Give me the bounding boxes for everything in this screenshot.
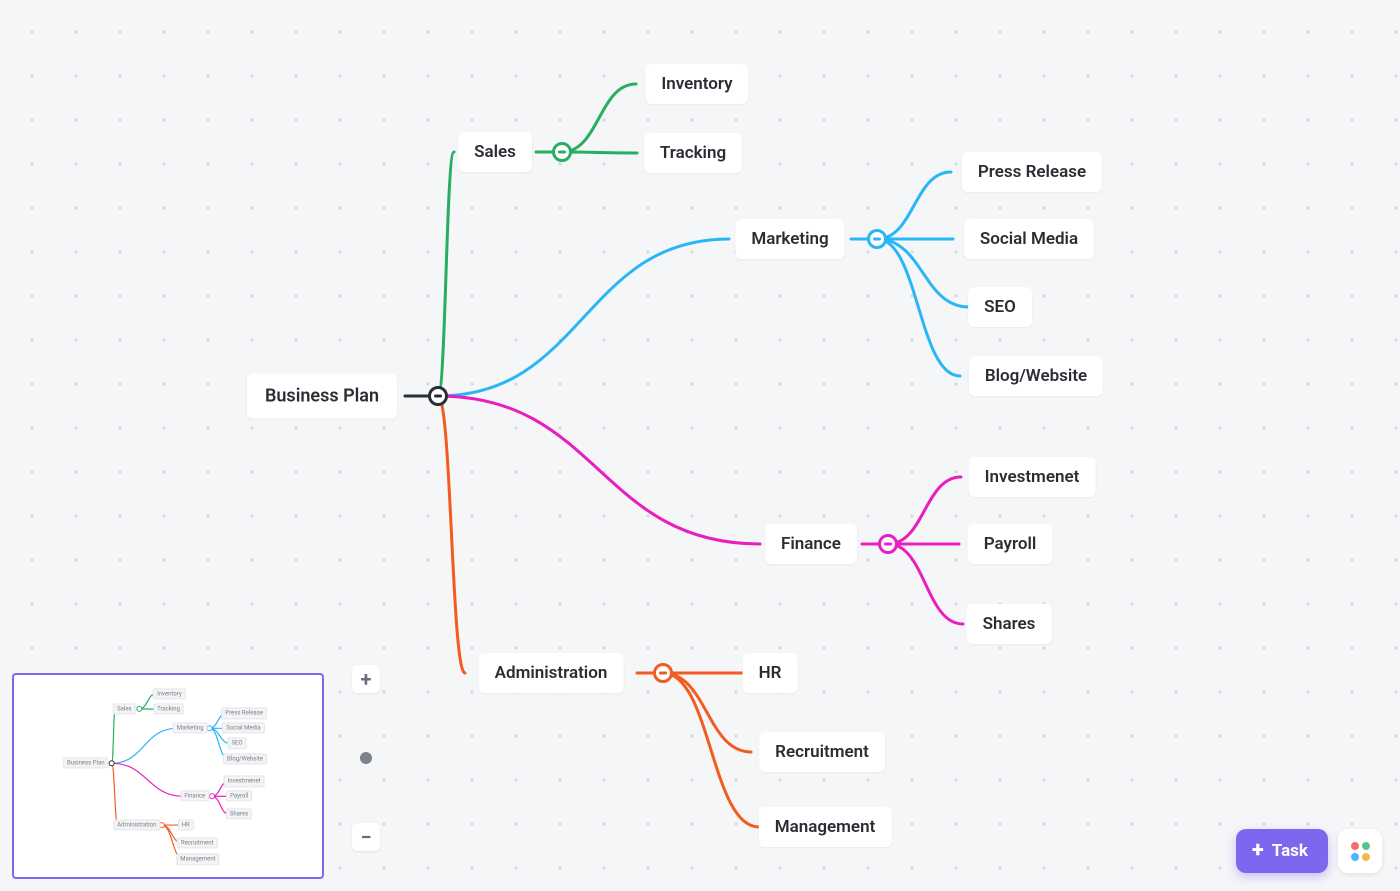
minimap-node: Tracking — [153, 704, 184, 715]
mindmap-node[interactable]: Tracking — [644, 133, 742, 173]
zoom-controls: + − — [349, 665, 383, 851]
minimap-node: Blog/Website — [223, 753, 267, 764]
mindmap-node[interactable]: Shares — [967, 604, 1052, 644]
collapse-toggle[interactable] — [867, 229, 887, 249]
collapse-toggle-root[interactable] — [428, 386, 448, 406]
collapse-toggle[interactable] — [552, 142, 572, 162]
mindmap-node[interactable]: Investmenet — [969, 457, 1096, 497]
mindmap-node[interactable]: Press Release — [962, 152, 1102, 192]
collapse-toggle[interactable] — [653, 663, 673, 683]
mindmap-node[interactable]: Social Media — [964, 219, 1094, 259]
minimap-node: Finance — [180, 791, 209, 802]
mindmap-node[interactable]: Inventory — [645, 64, 748, 104]
minimap-node: Recruitment — [177, 837, 218, 848]
zoom-slider-track[interactable] — [364, 699, 368, 817]
apps-button[interactable] — [1338, 829, 1382, 873]
zoom-slider-thumb[interactable] — [360, 752, 372, 764]
minimap-node: SEO — [227, 738, 246, 749]
minus-icon: − — [360, 825, 371, 849]
plus-icon: + — [361, 667, 372, 691]
minimap-node: Business Plan — [63, 758, 109, 769]
mindmap-node[interactable]: Administration — [479, 653, 624, 693]
mindmap-node[interactable]: Blog/Website — [969, 356, 1103, 396]
minimap-node: Investmenet — [224, 776, 265, 787]
mindmap-node[interactable]: Management — [759, 807, 892, 847]
collapse-toggle[interactable] — [878, 534, 898, 554]
zoom-in-button[interactable]: + — [352, 665, 380, 693]
zoom-out-button[interactable]: − — [352, 823, 380, 851]
minimap-node: Press Release — [221, 708, 267, 719]
minimap-node: Marketing — [173, 723, 208, 734]
mindmap-node[interactable]: SEO — [968, 287, 1032, 327]
mindmap-node[interactable]: Recruitment — [759, 732, 885, 772]
minimap-node: Inventory — [153, 688, 186, 699]
apps-icon — [1351, 842, 1370, 861]
mindmap-node[interactable]: Business Plan — [247, 374, 397, 419]
mindmap-node[interactable]: Payroll — [968, 524, 1053, 564]
mindmap-node[interactable]: Sales — [458, 132, 532, 172]
minimap-node: Shares — [226, 809, 252, 820]
mindmap-node[interactable]: Marketing — [735, 219, 844, 259]
task-button-label: Task — [1272, 841, 1308, 861]
mindmap-node[interactable]: HR — [743, 653, 798, 693]
minimap-node: Management — [176, 854, 219, 865]
minimap-node: Payroll — [226, 791, 252, 802]
new-task-button[interactable]: + Task — [1236, 829, 1328, 873]
mindmap-node[interactable]: Finance — [765, 524, 857, 564]
minimap[interactable]: Business Plan Sales Inventory Tracking Marke… — [12, 673, 324, 879]
minimap-node: Sales — [113, 703, 136, 714]
minimap-node: Social Media — [222, 723, 264, 734]
plus-icon: + — [1252, 840, 1264, 862]
minimap-node: Administration — [113, 819, 160, 830]
minimap-node: HR — [178, 819, 194, 830]
